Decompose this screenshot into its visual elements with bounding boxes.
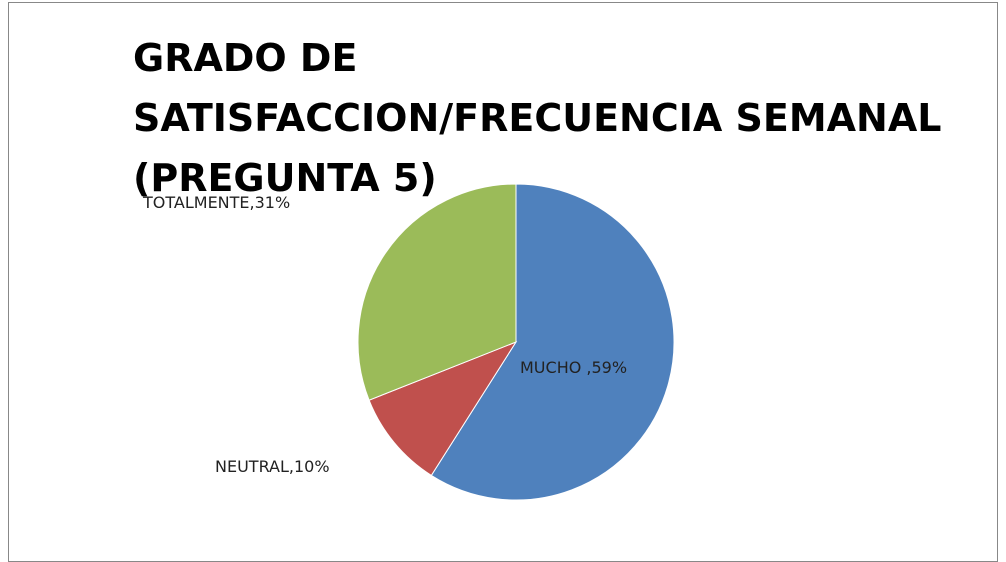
chart: MUCHO ,59% NEUTRAL,10% TOTALMENTE,31% [142, 183, 675, 501]
pie-slice [357, 183, 517, 401]
pie-slice [368, 340, 518, 477]
label-category: TOTALMENTE [142, 193, 250, 212]
data-label: NEUTRAL,10% [215, 457, 330, 476]
label-category: NEUTRAL [215, 457, 289, 476]
label-value: ,31% [250, 193, 291, 212]
label-category: MUCHO [520, 358, 586, 377]
data-label: TOTALMENTE,31% [142, 193, 290, 212]
data-label: MUCHO ,59% [520, 358, 627, 377]
chart-title: GRADO DE SATISFACCION/FRECUENCIA SEMANAL… [133, 36, 942, 200]
page: GRADO DE SATISFACCION/FRECUENCIA SEMANAL… [8, 2, 998, 562]
label-value: ,59% [586, 358, 627, 377]
label-value: ,10% [289, 457, 330, 476]
pie-slice [430, 183, 675, 501]
